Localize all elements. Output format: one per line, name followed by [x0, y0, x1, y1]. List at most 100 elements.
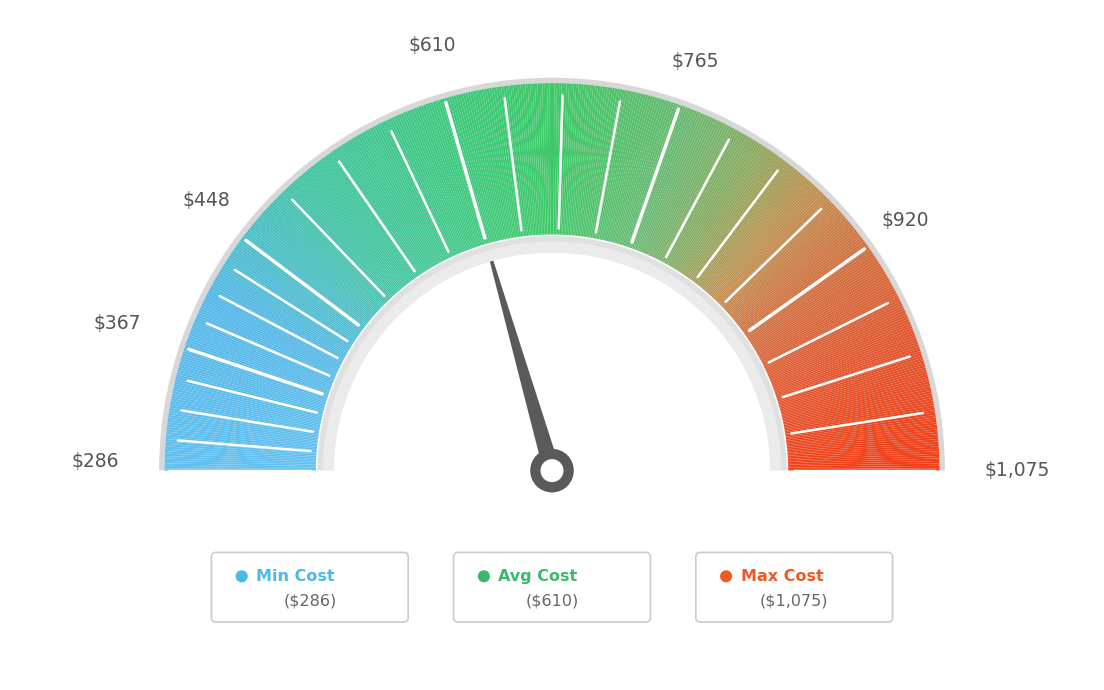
Wedge shape: [664, 129, 736, 263]
Wedge shape: [195, 317, 336, 378]
Wedge shape: [209, 288, 343, 361]
Wedge shape: [640, 111, 699, 252]
Wedge shape: [618, 99, 662, 244]
Wedge shape: [166, 437, 317, 451]
Wedge shape: [268, 206, 380, 310]
Wedge shape: [786, 420, 936, 441]
Text: $1,075: $1,075: [985, 461, 1050, 480]
Wedge shape: [782, 379, 930, 416]
Wedge shape: [317, 236, 787, 471]
Text: ($1,075): ($1,075): [760, 593, 828, 608]
Wedge shape: [220, 269, 350, 349]
Wedge shape: [761, 288, 895, 361]
Text: ($610): ($610): [526, 593, 578, 608]
Wedge shape: [363, 131, 438, 264]
Wedge shape: [285, 188, 391, 299]
Wedge shape: [167, 422, 318, 442]
Wedge shape: [170, 403, 319, 431]
Wedge shape: [686, 152, 774, 277]
Wedge shape: [697, 164, 792, 285]
Wedge shape: [767, 310, 905, 374]
Wedge shape: [676, 141, 757, 270]
Wedge shape: [553, 83, 556, 235]
Wedge shape: [182, 353, 327, 400]
Wedge shape: [694, 161, 787, 283]
Text: $765: $765: [671, 52, 719, 72]
Wedge shape: [724, 206, 836, 310]
Wedge shape: [526, 84, 538, 235]
Wedge shape: [772, 331, 914, 386]
Wedge shape: [530, 83, 540, 235]
Wedge shape: [704, 175, 805, 292]
Wedge shape: [788, 463, 940, 468]
Wedge shape: [168, 417, 318, 440]
Wedge shape: [562, 83, 572, 235]
Wedge shape: [206, 293, 342, 364]
Wedge shape: [667, 132, 743, 265]
Wedge shape: [234, 247, 359, 335]
Wedge shape: [414, 108, 469, 250]
Circle shape: [478, 570, 490, 582]
Wedge shape: [690, 156, 779, 279]
Wedge shape: [648, 117, 712, 256]
Wedge shape: [710, 184, 814, 297]
Wedge shape: [754, 271, 885, 351]
Wedge shape: [735, 226, 853, 322]
Wedge shape: [269, 204, 381, 309]
Wedge shape: [571, 84, 586, 235]
Wedge shape: [781, 372, 927, 412]
Wedge shape: [164, 458, 316, 464]
Wedge shape: [255, 220, 372, 319]
Wedge shape: [185, 344, 329, 395]
Wedge shape: [489, 88, 516, 237]
Wedge shape: [506, 86, 526, 236]
Wedge shape: [385, 120, 452, 257]
Wedge shape: [741, 239, 864, 331]
Wedge shape: [788, 453, 940, 462]
Wedge shape: [700, 169, 797, 288]
Wedge shape: [243, 235, 364, 328]
Wedge shape: [168, 415, 318, 438]
Wedge shape: [263, 210, 376, 313]
Wedge shape: [454, 95, 493, 242]
Wedge shape: [641, 112, 701, 253]
Wedge shape: [601, 92, 634, 240]
Wedge shape: [273, 200, 383, 307]
Wedge shape: [178, 370, 325, 411]
Wedge shape: [555, 83, 560, 235]
Wedge shape: [282, 192, 389, 302]
Wedge shape: [785, 408, 935, 434]
Wedge shape: [758, 284, 893, 358]
Wedge shape: [574, 85, 591, 236]
Wedge shape: [736, 228, 856, 324]
Wedge shape: [328, 153, 417, 278]
Wedge shape: [606, 94, 644, 241]
Wedge shape: [418, 106, 473, 249]
Wedge shape: [643, 113, 703, 253]
Wedge shape: [599, 91, 631, 239]
Wedge shape: [181, 355, 327, 402]
Wedge shape: [786, 424, 937, 444]
Wedge shape: [661, 128, 734, 262]
Wedge shape: [340, 145, 424, 273]
Wedge shape: [766, 306, 904, 371]
Wedge shape: [683, 149, 769, 275]
Wedge shape: [493, 87, 518, 237]
Wedge shape: [499, 86, 521, 237]
Wedge shape: [247, 229, 368, 325]
Wedge shape: [620, 100, 667, 245]
Wedge shape: [742, 241, 866, 332]
Wedge shape: [460, 94, 498, 241]
Wedge shape: [203, 299, 340, 367]
Wedge shape: [456, 95, 495, 242]
Wedge shape: [201, 304, 339, 370]
Wedge shape: [337, 148, 422, 275]
Wedge shape: [788, 458, 940, 464]
Wedge shape: [769, 319, 910, 380]
Wedge shape: [166, 439, 317, 453]
Wedge shape: [479, 90, 509, 239]
Wedge shape: [737, 231, 858, 326]
Wedge shape: [588, 88, 615, 237]
Wedge shape: [707, 178, 808, 293]
Wedge shape: [219, 271, 350, 351]
